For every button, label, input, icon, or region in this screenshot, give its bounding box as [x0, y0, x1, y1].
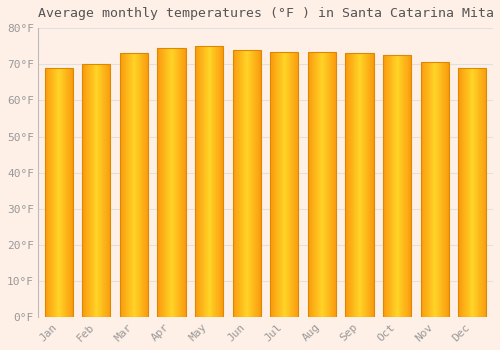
Title: Average monthly temperatures (°F ) in Santa Catarina Mita: Average monthly temperatures (°F ) in Sa… — [38, 7, 494, 20]
Bar — [232, 50, 261, 317]
Bar — [458, 68, 486, 317]
Bar — [82, 64, 110, 317]
Bar — [383, 55, 412, 317]
Bar — [420, 62, 449, 317]
Bar — [158, 48, 186, 317]
Bar — [120, 54, 148, 317]
Bar — [346, 54, 374, 317]
Bar — [308, 51, 336, 317]
Bar — [195, 46, 224, 317]
Bar — [270, 51, 298, 317]
Bar — [44, 68, 73, 317]
